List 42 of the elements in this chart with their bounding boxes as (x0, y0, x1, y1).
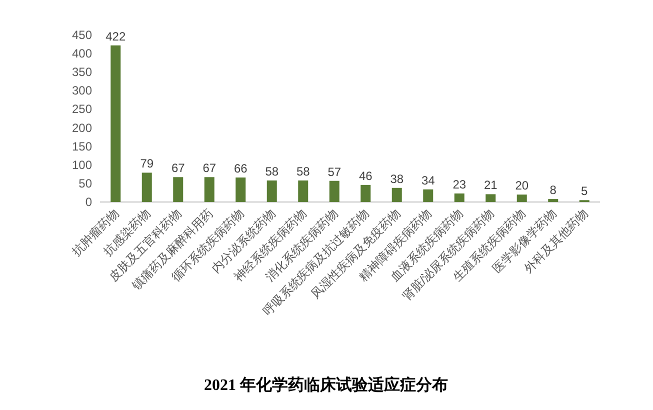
y-tick-label: 250 (72, 102, 92, 116)
bar (423, 189, 434, 202)
data-label: 8 (550, 183, 557, 198)
text: 2021 年化学药临床试验适应症分布 (204, 375, 448, 394)
y-tick-label: 300 (72, 84, 92, 98)
data-label: 67 (171, 161, 186, 176)
data-label: 34 (421, 173, 436, 188)
bar (142, 172, 152, 202)
bar (454, 193, 464, 202)
y-tick-label: 450 (72, 28, 92, 42)
data-label: 58 (296, 164, 310, 178)
data-label: 20 (515, 178, 529, 193)
bar (173, 177, 184, 202)
bar (266, 180, 277, 202)
y-tick-label: 200 (72, 120, 92, 135)
y-tick-label: 100 (72, 158, 92, 172)
data-label: 79 (140, 156, 154, 171)
data-label: 422 (106, 29, 126, 44)
data-label: 57 (328, 164, 342, 179)
data-label: 66 (234, 162, 248, 176)
bar (236, 178, 246, 202)
bar (204, 177, 214, 202)
y-tick-label: 350 (72, 65, 92, 80)
data-label: 23 (452, 177, 466, 192)
bar (516, 194, 527, 202)
bar (110, 45, 121, 202)
data-label: 46 (358, 168, 373, 183)
bar (298, 180, 308, 202)
bar (548, 199, 558, 202)
bar (392, 188, 402, 202)
data-label: 67 (202, 161, 216, 176)
data-label: 58 (265, 164, 279, 178)
bar (486, 194, 496, 202)
y-tick-label: 150 (72, 139, 92, 154)
y-tick-label: 0 (85, 195, 92, 209)
y-tick-label: 400 (72, 46, 92, 61)
bar (360, 184, 371, 202)
data-label: 38 (390, 172, 404, 186)
data-label: 5 (581, 184, 588, 198)
bar (329, 180, 340, 202)
data-label: 21 (484, 178, 498, 192)
y-tick-label: 50 (78, 176, 92, 190)
